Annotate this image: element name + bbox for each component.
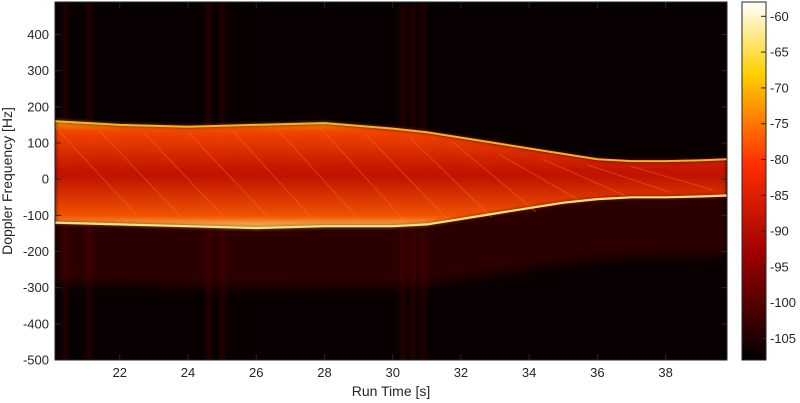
plot-frame [54, 1, 728, 361]
colorbar-tick-label: -60 [770, 9, 789, 24]
y-axis-label: Doppler Frequency [Hz] [0, 107, 15, 255]
y-tick-label: -200 [23, 244, 49, 259]
band-streak [364, 133, 448, 220]
band-upper-edge [55, 120, 727, 163]
x-tick-label: 32 [454, 365, 468, 380]
colorbar: -60 -65 -70 -75 -80 -85 -90 -95 -100 -105 [741, 1, 796, 361]
y-tick-label: -400 [23, 316, 49, 331]
x-axis: 22 24 26 28 30 32 34 36 38 [113, 2, 673, 380]
band-streak [586, 164, 670, 193]
colorbar-tick-label: -100 [770, 295, 796, 310]
colorbar-ticks: -60 -65 -70 -75 -80 -85 -90 -95 -100 -105 [761, 9, 796, 346]
signal-band [55, 121, 727, 228]
band-shadow [55, 191, 727, 288]
band-streak [55, 126, 138, 216]
y-tick-label: 200 [27, 99, 49, 114]
y-tick-label: 100 [27, 136, 49, 151]
colorbar-scale [741, 1, 767, 361]
plot-area [54, 1, 728, 361]
x-tick-label: 22 [113, 365, 127, 380]
band-streak [631, 165, 714, 191]
colorbar-tick-label: -75 [770, 116, 789, 131]
colorbar-tick-label: -85 [770, 188, 789, 203]
band-streak [498, 153, 581, 202]
colorbar-tick-label: -80 [770, 152, 789, 167]
x-tick-label: 30 [385, 365, 399, 380]
x-tick-label: 24 [181, 365, 195, 380]
band-streak [143, 131, 226, 220]
x-tick-label: 36 [590, 365, 604, 380]
band-streak [453, 142, 537, 213]
band-streak [320, 128, 404, 220]
y-tick-label: 400 [27, 27, 49, 42]
band-streak [231, 129, 315, 222]
colorbar-tick-label: -90 [770, 224, 789, 239]
band-streak [409, 137, 493, 218]
x-tick-label: 38 [658, 365, 672, 380]
band-streak [187, 131, 271, 220]
colorbar-tick-label: -95 [770, 259, 789, 274]
y-tick-label: -500 [23, 353, 49, 368]
y-tick-label: -300 [23, 280, 49, 295]
y-axis: -500 -400 -300 -200 -100 0 100 200 300 400 [23, 27, 727, 368]
colorbar-tick-label: -105 [770, 331, 796, 346]
x-tick-label: 28 [317, 365, 331, 380]
x-axis-label: Run Time [s] [352, 383, 431, 399]
y-tick-label: -100 [23, 208, 49, 223]
x-tick-label: 26 [249, 365, 263, 380]
band-streak [542, 158, 625, 197]
colorbar-tick-label: -65 [770, 45, 789, 60]
band-streak [98, 129, 182, 218]
band-lower-edge [55, 194, 727, 230]
colorbar-tick-label: -70 [770, 80, 789, 95]
y-tick-label: 0 [42, 172, 49, 187]
x-tick-label: 34 [522, 365, 536, 380]
y-tick-label: 300 [27, 63, 49, 78]
band-streak [276, 128, 360, 220]
